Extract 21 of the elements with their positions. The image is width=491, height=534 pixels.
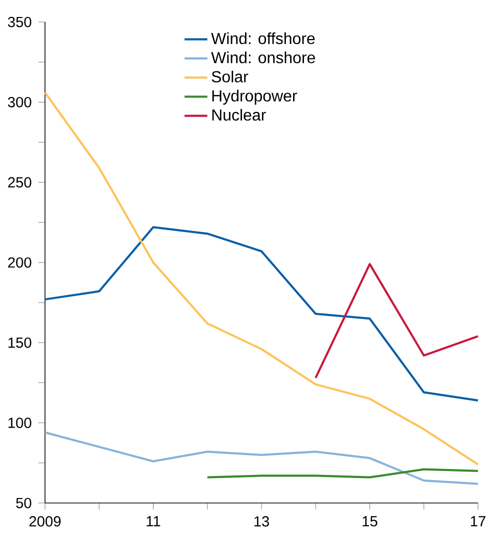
y-tick-label: 50 <box>16 498 32 508</box>
y-tick-label: 200 <box>8 257 32 268</box>
line-series <box>314 263 480 380</box>
x-tick-label: 15 <box>362 516 378 526</box>
line-series <box>206 468 480 478</box>
legend-label: Wind: onshore <box>211 52 315 64</box>
y-tick-label: 350 <box>8 16 32 28</box>
x-tick-label: 17 <box>470 516 486 526</box>
y-tick-label: 250 <box>8 177 32 188</box>
line-series <box>44 226 480 402</box>
legend-label: Wind: offshore <box>211 32 315 44</box>
y-tick-label: 300 <box>8 96 32 108</box>
y-tick-label: 100 <box>8 418 32 428</box>
legend-label: Hydropower <box>212 90 298 105</box>
y-tick-label: 150 <box>8 337 32 348</box>
line-series <box>44 91 480 466</box>
legend-label: Nuclear <box>212 108 266 121</box>
x-tick-label: 11 <box>146 516 160 526</box>
x-tick-label: 2009 <box>29 516 61 527</box>
legend-label: Solar <box>212 70 248 82</box>
x-tick-label: 13 <box>254 516 269 527</box>
